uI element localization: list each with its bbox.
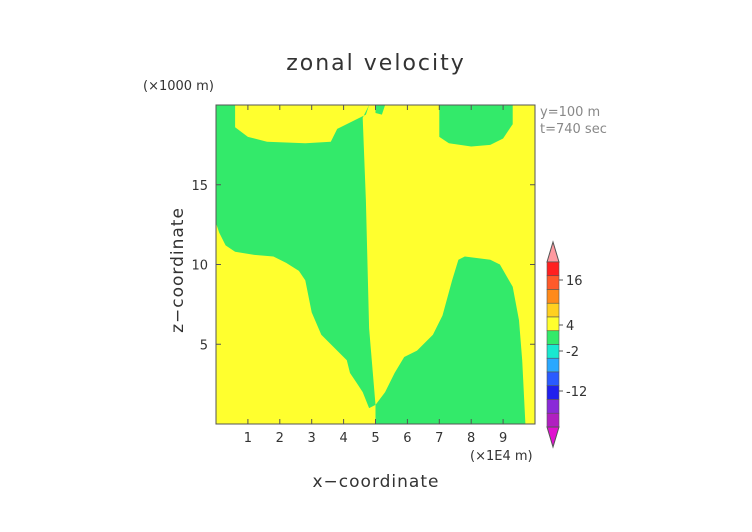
y-axis: 5 10 15: [191, 179, 535, 353]
x-tick-label: 7: [435, 431, 443, 446]
colorbar-swatch: [546, 275, 560, 290]
colorbar-label: -2: [566, 345, 579, 360]
colorbar-swatch: [546, 371, 560, 387]
x-tick-label: 1: [244, 431, 252, 446]
contour-region-negative: [375, 105, 386, 115]
colorbar-bottom-arrow: [546, 426, 560, 449]
colorbar-swatch: [546, 289, 560, 304]
x-tick-label: 6: [403, 431, 411, 446]
x-tick-label: 2: [276, 431, 284, 446]
contour-region-negative: [439, 105, 513, 147]
info-line-t: t=740 sec: [540, 122, 607, 137]
y-axis-label: z−coordinate: [168, 207, 188, 333]
plot-area: [215, 104, 536, 425]
colorbar-swatch: [546, 344, 560, 359]
x-tick-label: 5: [371, 431, 379, 446]
y-tick-label: 5: [200, 338, 208, 353]
y-tick-label: 10: [191, 259, 208, 274]
colorbar-label: 4: [566, 319, 574, 334]
chart-title: zonal velocity: [286, 51, 466, 76]
colorbar-swatch: [546, 385, 560, 400]
x-axis: 1 2 3 4 5 6 7 8 9: [244, 105, 507, 446]
y-tick-label: 15: [191, 179, 208, 194]
colorbar-swatch: [546, 316, 560, 332]
contour-region-negative: [375, 256, 526, 424]
x-tick-label: 4: [339, 431, 347, 446]
contour-region-negative: [216, 105, 376, 409]
colorbar-swatch: [546, 302, 560, 318]
x-unit-label: (×1E4 m): [470, 449, 533, 464]
colorbar-swatch: [546, 412, 560, 428]
x-axis-label: x−coordinate: [313, 472, 440, 492]
colorbar-label: 16: [566, 274, 583, 289]
x-tick-label: 8: [467, 431, 475, 446]
x-tick-label: 3: [308, 431, 316, 446]
x-tick-label: 9: [499, 431, 507, 446]
colorbar: 16 4 -2 -12: [546, 240, 587, 449]
colorbar-swatch: [546, 357, 560, 373]
colorbar-swatch: [546, 399, 560, 414]
colorbar-label: -12: [566, 385, 587, 400]
info-line-y: y=100 m: [540, 105, 600, 120]
colorbar-top-arrow: [546, 240, 560, 263]
y-unit-label: (×1000 m): [143, 79, 214, 94]
colorbar-swatch: [546, 261, 560, 277]
colorbar-swatch: [546, 330, 560, 345]
